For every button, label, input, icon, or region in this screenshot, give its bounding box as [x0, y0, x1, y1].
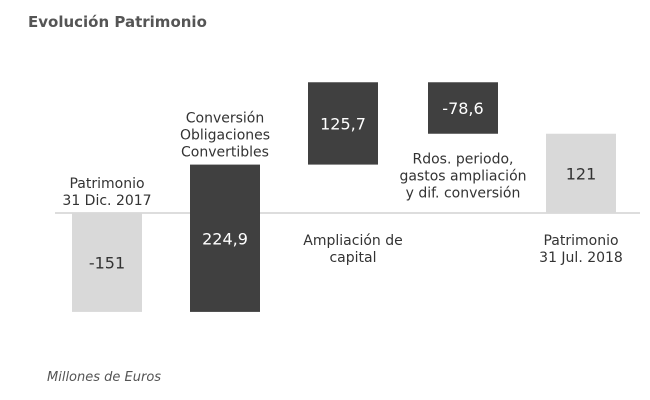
- chart-title: Evolución Patrimonio: [28, 13, 207, 31]
- data-label-4: -78,6: [442, 99, 483, 118]
- data-label-2: 224,9: [202, 229, 248, 248]
- category-label-3-line-1: Ampliación de: [303, 233, 402, 249]
- bar-4: [428, 82, 498, 134]
- category-label-1-line-2: 31 Dic. 2017: [62, 193, 151, 209]
- category-label-1-line-1: Patrimonio: [69, 176, 144, 192]
- bar-2: [190, 164, 260, 312]
- unit-note: Millones de Euros: [47, 370, 162, 385]
- category-label-2-line-2: Obligaciones: [180, 128, 270, 144]
- category-label-2-line-1: Conversión: [186, 111, 265, 127]
- data-label-1: -151: [89, 253, 125, 272]
- data-label-5: 121: [566, 164, 597, 183]
- bar-5: [546, 133, 616, 213]
- category-label-4-line-1: Rdos. periodo,: [413, 152, 514, 168]
- category-label-5-line-2: 31 Jul. 2018: [539, 250, 623, 266]
- category-label-5-line-1: Patrimonio: [543, 233, 618, 249]
- category-label-3-line-2: capital: [329, 250, 376, 266]
- data-label-3: 125,7: [320, 114, 366, 133]
- bar-3: [308, 82, 378, 165]
- category-label-4-line-3: y dif. conversión: [406, 186, 521, 202]
- bar-1: [72, 213, 142, 312]
- category-label-4-line-2: gastos ampliación: [399, 169, 526, 185]
- category-label-2-line-3: Convertibles: [181, 145, 269, 161]
